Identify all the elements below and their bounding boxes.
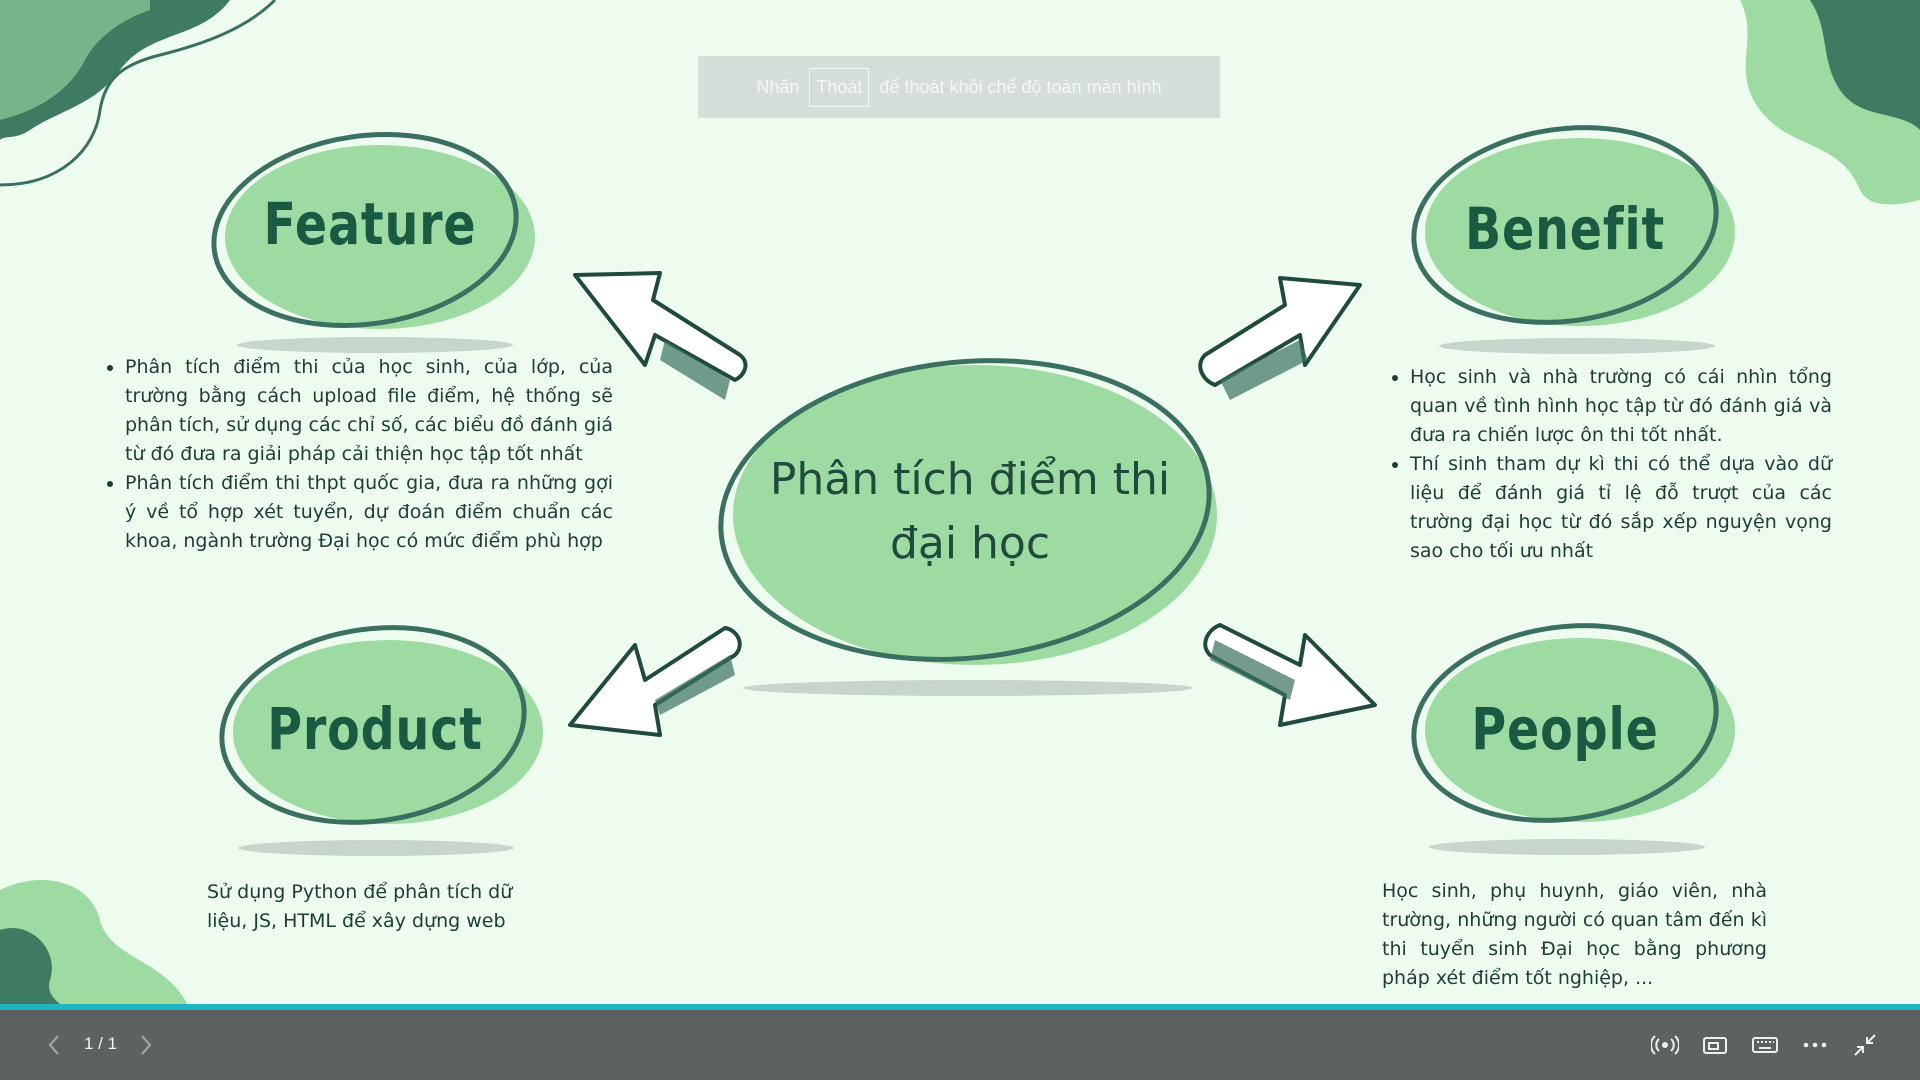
feature-bullet-1: Phân tích điểm thi của học sinh, của lớp… <box>125 353 613 469</box>
feature-bullet-2: Phân tích điểm thi thpt quốc gia, đưa ra… <box>125 469 613 556</box>
benefit-bullet-1: Học sinh và nhà trường có cái nhìn tổng … <box>1410 363 1832 450</box>
presenter-view-button[interactable] <box>1700 1032 1730 1058</box>
people-title: People <box>1471 695 1659 763</box>
presentation-toolbar: 1 / 1 <box>0 1010 1920 1080</box>
benefit-title: Benefit <box>1464 195 1666 263</box>
arrow-to-feature <box>573 271 748 400</box>
next-icon <box>141 1035 152 1055</box>
center-title-line2: đại học <box>889 518 1051 569</box>
product-text: Sử dụng Python để phân tích dữ liệu, JS,… <box>207 881 513 932</box>
broadcast-icon <box>1651 1035 1679 1055</box>
exit-key-badge: Thoát <box>809 67 870 107</box>
feature-title: Feature <box>263 190 477 258</box>
progress-accent-line <box>0 1004 1920 1010</box>
product-title: Product <box>267 695 483 763</box>
broadcast-button[interactable] <box>1650 1032 1680 1058</box>
center-oval <box>718 358 1217 696</box>
people-oval <box>1411 623 1735 855</box>
keyboard-icon <box>1752 1037 1778 1053</box>
corner-decoration-top-right <box>1740 0 1920 205</box>
corner-decoration-top-left <box>0 0 277 187</box>
benefit-bullets: Học sinh và nhà trường có cái nhìn tổng … <box>1390 363 1832 566</box>
keyboard-button[interactable] <box>1750 1032 1780 1058</box>
slide-canvas: Feature Benefit Product People Phân tích… <box>0 0 1920 1010</box>
arrow-to-product <box>568 626 742 737</box>
page-indicator: 1 / 1 <box>84 1034 118 1053</box>
center-title-line1: Phân tích điểm thi <box>769 454 1171 505</box>
arrow-to-people <box>1203 623 1377 727</box>
benefit-bullet-2: Thí sinh tham dự kì thi có thể dựa vào d… <box>1410 450 1832 566</box>
exit-fullscreen-icon <box>1854 1034 1876 1056</box>
people-text: Học sinh, phụ huynh, giáo viên, nhà trườ… <box>1382 880 1767 989</box>
exit-hint-suffix: để thoát khỏi chế độ toàn màn hình <box>879 76 1162 97</box>
benefit-oval <box>1411 125 1735 354</box>
feature-oval <box>211 132 535 353</box>
more-button[interactable] <box>1800 1032 1830 1058</box>
center-title: Phân tích điểm thi đại học <box>740 448 1200 576</box>
next-slide-button[interactable] <box>136 1032 156 1058</box>
exit-fullscreen-button[interactable] <box>1850 1032 1880 1058</box>
prev-icon <box>48 1035 59 1055</box>
corner-decoration-bottom-left <box>0 880 190 1010</box>
exit-fullscreen-hint: Nhấn Thoát để thoát khỏi chế độ toàn màn… <box>698 56 1220 118</box>
prev-slide-button[interactable] <box>44 1032 64 1058</box>
feature-bullets: Phân tích điểm thi của học sinh, của lớp… <box>105 353 613 556</box>
more-icon <box>1803 1042 1827 1048</box>
arrow-to-benefit <box>1198 276 1362 400</box>
presenter-view-icon <box>1703 1037 1727 1054</box>
product-oval <box>219 625 543 856</box>
exit-hint-prefix: Nhấn <box>756 76 800 97</box>
